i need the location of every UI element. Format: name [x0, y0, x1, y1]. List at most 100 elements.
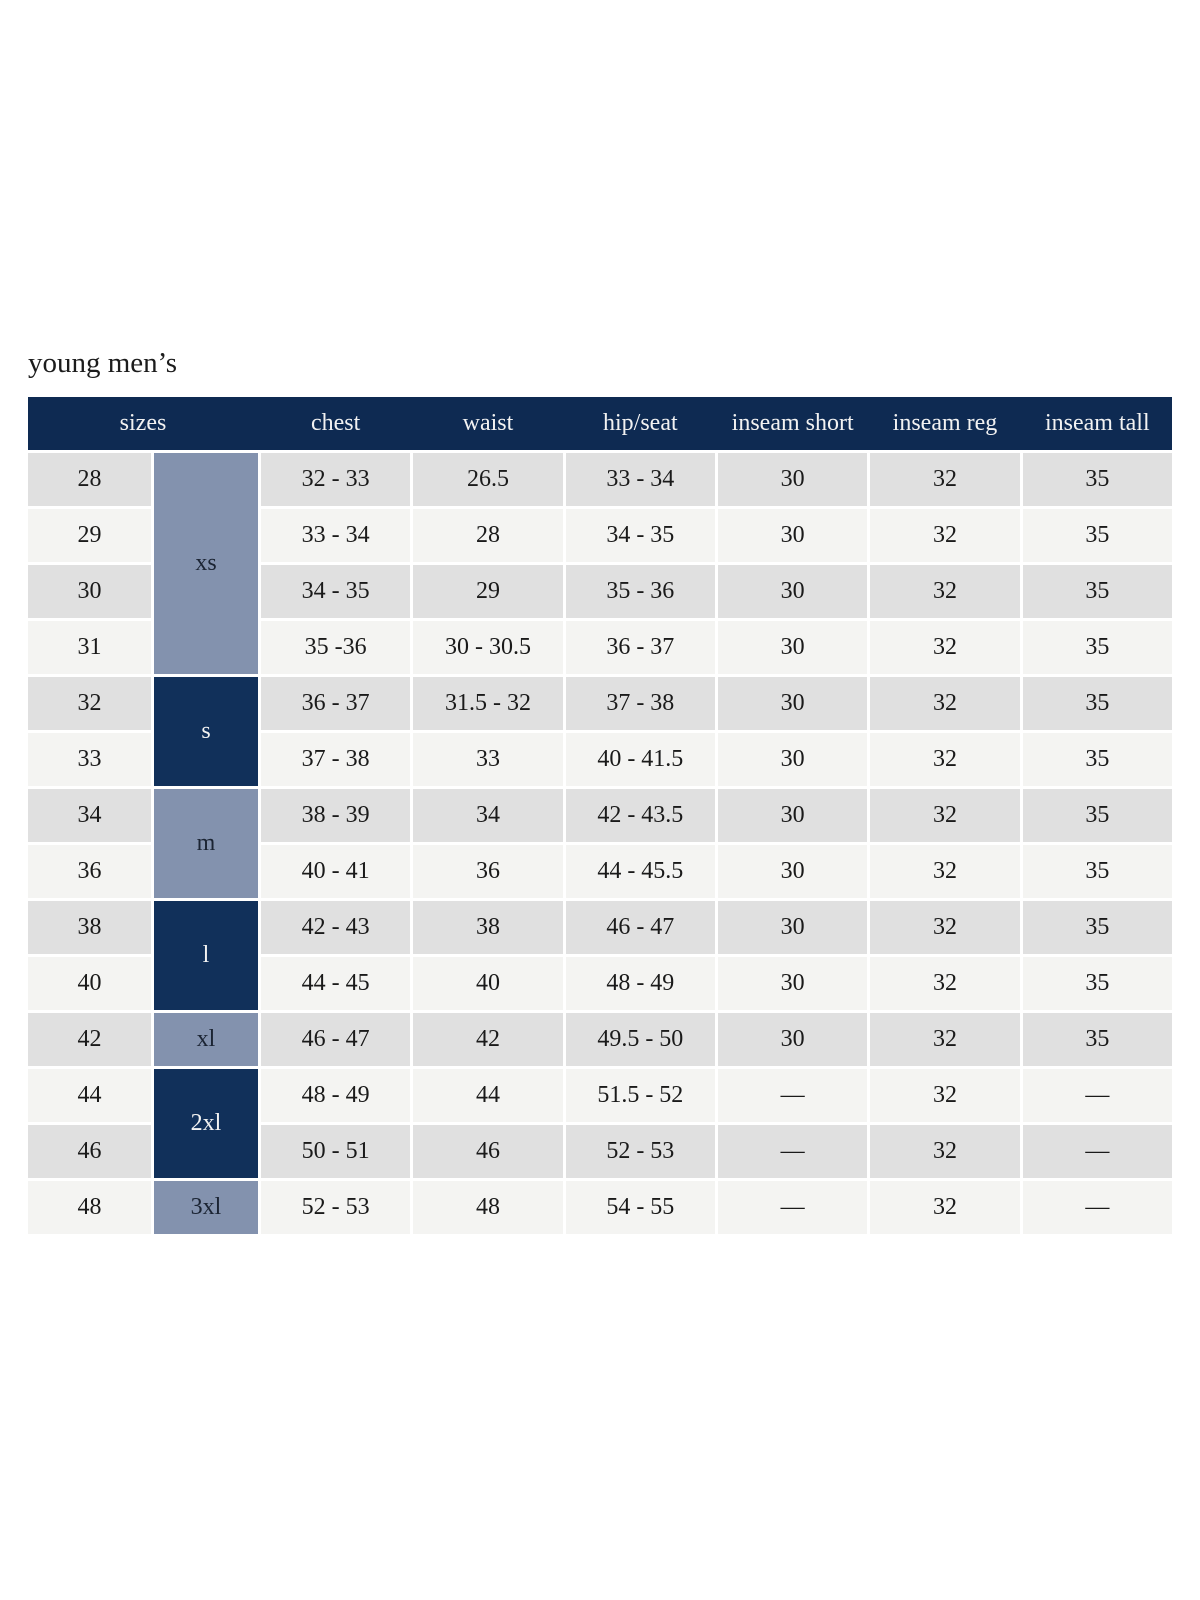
chest-cell: 35 -36	[261, 621, 411, 674]
waist-cell: 44	[413, 1069, 563, 1122]
waist-cell: 29	[413, 565, 563, 618]
hip-seat-cell: 52 - 53	[565, 1125, 715, 1178]
waist-cell: 36	[413, 845, 563, 898]
column-header-waist: waist	[462, 410, 514, 436]
inseam-reg-cell: 32	[870, 509, 1020, 562]
inseam-reg-cell: 32	[870, 733, 1020, 786]
waist-cell: 33	[413, 733, 563, 786]
size-number-cell: 38	[28, 901, 151, 954]
waist-cell: 42	[413, 1013, 563, 1066]
inseam-short-cell: 30	[717, 901, 868, 954]
size-group-cell-2xl: 2xl	[154, 1069, 258, 1178]
inseam-short-cell: 30	[717, 957, 868, 1010]
inseam-reg-cell: 32	[870, 621, 1020, 674]
inseam-reg-cell: 32	[870, 901, 1020, 954]
inseam-short-cell: 30	[717, 509, 868, 562]
inseam-reg-cell: 32	[870, 1125, 1020, 1178]
chest-cell: 37 - 38	[261, 733, 411, 786]
size-number-cell: 29	[28, 509, 151, 562]
hip-seat-cell: 54 - 55	[565, 1181, 715, 1234]
hip-seat-cell: 36 - 37	[565, 621, 715, 674]
inseam-short-cell: 30	[717, 1013, 868, 1066]
chest-cell: 40 - 41	[261, 845, 411, 898]
inseam-tall-cell: 35	[1022, 1013, 1172, 1066]
column-header-inseam-reg: inseam reg	[892, 410, 998, 436]
inseam-short-cell: 30	[717, 845, 868, 898]
size-group-cell-xs: xs	[154, 453, 258, 674]
inseam-tall-cell: 35	[1022, 733, 1172, 786]
inseam-tall-cell: 35	[1022, 901, 1172, 954]
size-number-cell: 34	[28, 789, 151, 842]
hip-seat-cell: 48 - 49	[565, 957, 715, 1010]
chest-cell: 46 - 47	[261, 1013, 411, 1066]
column-header-sizes: sizes	[119, 410, 167, 436]
size-number-cell: 46	[28, 1125, 151, 1178]
size-group-cell-3xl: 3xl	[154, 1181, 258, 1234]
inseam-tall-cell: —	[1022, 1125, 1172, 1178]
hip-seat-cell: 51.5 - 52	[565, 1069, 715, 1122]
size-chart-table: sizes chest waist hip/seat inseam short inse…	[28, 397, 1172, 1234]
inseam-tall-cell: —	[1022, 1069, 1172, 1122]
inseam-tall-cell: 35	[1022, 565, 1172, 618]
size-number-cell: 48	[28, 1181, 151, 1234]
chest-cell: 48 - 49	[261, 1069, 411, 1122]
page-title: young men’s	[28, 347, 178, 379]
inseam-reg-cell: 32	[870, 1069, 1020, 1122]
hip-seat-cell: 35 - 36	[565, 565, 715, 618]
waist-cell: 48	[413, 1181, 563, 1234]
hip-seat-cell: 46 - 47	[565, 901, 715, 954]
size-number-cell: 30	[28, 565, 151, 618]
inseam-reg-cell: 32	[870, 957, 1020, 1010]
inseam-short-cell: 30	[717, 677, 868, 730]
inseam-tall-cell: 35	[1022, 845, 1172, 898]
chest-cell: 33 - 34	[261, 509, 411, 562]
inseam-tall-cell: 35	[1022, 453, 1172, 506]
inseam-tall-cell: 35	[1022, 789, 1172, 842]
table-header-row: sizes chest waist hip/seat inseam short inse…	[28, 397, 1172, 450]
chest-cell: 32 - 33	[261, 453, 411, 506]
inseam-reg-cell: 32	[870, 453, 1020, 506]
inseam-reg-cell: 32	[870, 1181, 1020, 1234]
waist-cell: 28	[413, 509, 563, 562]
inseam-reg-cell: 32	[870, 677, 1020, 730]
size-group-cell-s: s	[154, 677, 258, 786]
inseam-tall-cell: 35	[1022, 509, 1172, 562]
size-group-cell-m: m	[154, 789, 258, 898]
hip-seat-cell: 40 - 41.5	[565, 733, 715, 786]
chest-cell: 42 - 43	[261, 901, 411, 954]
hip-seat-cell: 44 - 45.5	[565, 845, 715, 898]
size-number-cell: 36	[28, 845, 151, 898]
size-number-cell: 40	[28, 957, 151, 1010]
inseam-short-cell: 30	[717, 621, 868, 674]
waist-cell: 40	[413, 957, 563, 1010]
chest-cell: 44 - 45	[261, 957, 411, 1010]
chest-cell: 50 - 51	[261, 1125, 411, 1178]
hip-seat-cell: 34 - 35	[565, 509, 715, 562]
waist-cell: 30 - 30.5	[413, 621, 563, 674]
hip-seat-cell: 42 - 43.5	[565, 789, 715, 842]
inseam-short-cell: —	[717, 1125, 868, 1178]
inseam-short-cell: 30	[717, 733, 868, 786]
hip-seat-cell: 37 - 38	[565, 677, 715, 730]
column-header-chest: chest	[311, 410, 361, 436]
inseam-tall-cell: 35	[1022, 957, 1172, 1010]
column-header-hip-seat: hip/seat	[602, 410, 678, 436]
inseam-reg-cell: 32	[870, 565, 1020, 618]
size-number-cell: 28	[28, 453, 151, 506]
inseam-short-cell: 30	[717, 453, 868, 506]
chest-cell: 52 - 53	[261, 1181, 411, 1234]
chest-cell: 34 - 35	[261, 565, 411, 618]
inseam-short-cell: —	[717, 1069, 868, 1122]
inseam-short-cell: —	[717, 1181, 868, 1234]
hip-seat-cell: 33 - 34	[565, 453, 715, 506]
size-number-cell: 31	[28, 621, 151, 674]
waist-cell: 46	[413, 1125, 563, 1178]
size-number-cell: 42	[28, 1013, 151, 1066]
inseam-tall-cell: —	[1022, 1181, 1172, 1234]
inseam-reg-cell: 32	[870, 845, 1020, 898]
inseam-short-cell: 30	[717, 789, 868, 842]
waist-cell: 34	[413, 789, 563, 842]
size-number-cell: 44	[28, 1069, 151, 1122]
inseam-tall-cell: 35	[1022, 621, 1172, 674]
